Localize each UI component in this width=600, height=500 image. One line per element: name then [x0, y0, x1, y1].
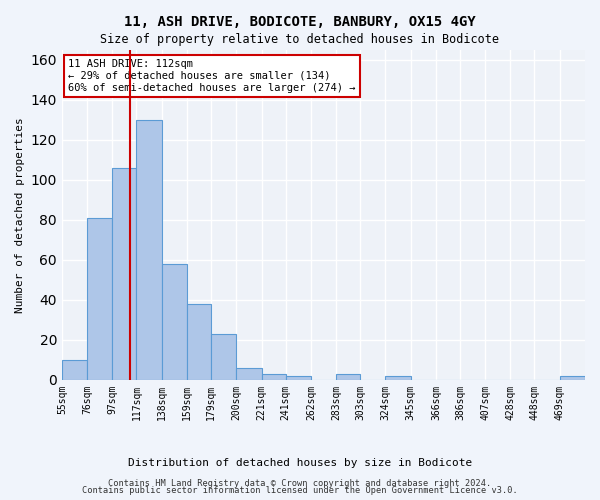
Bar: [112, 168, 136, 380]
Bar: [385, 376, 410, 380]
Text: 11 ASH DRIVE: 112sqm
← 29% of detached houses are smaller (134)
60% of semi-deta: 11 ASH DRIVE: 112sqm ← 29% of detached h…: [68, 60, 355, 92]
Bar: [162, 264, 187, 380]
Bar: [187, 304, 211, 380]
Text: Distribution of detached houses by size in Bodicote: Distribution of detached houses by size …: [128, 458, 472, 468]
Text: Contains HM Land Registry data © Crown copyright and database right 2024.: Contains HM Land Registry data © Crown c…: [109, 478, 491, 488]
Y-axis label: Number of detached properties: Number of detached properties: [15, 117, 25, 313]
Bar: [136, 120, 162, 380]
Text: Size of property relative to detached houses in Bodicote: Size of property relative to detached ho…: [101, 32, 499, 46]
Bar: [262, 374, 286, 380]
Bar: [211, 334, 236, 380]
Bar: [87, 218, 112, 380]
Bar: [236, 368, 262, 380]
Text: Contains public sector information licensed under the Open Government Licence v3: Contains public sector information licen…: [82, 486, 518, 495]
Text: 11, ASH DRIVE, BODICOTE, BANBURY, OX15 4GY: 11, ASH DRIVE, BODICOTE, BANBURY, OX15 4…: [124, 15, 476, 29]
Bar: [62, 360, 87, 380]
Bar: [286, 376, 311, 380]
Bar: [560, 376, 585, 380]
Bar: [336, 374, 360, 380]
